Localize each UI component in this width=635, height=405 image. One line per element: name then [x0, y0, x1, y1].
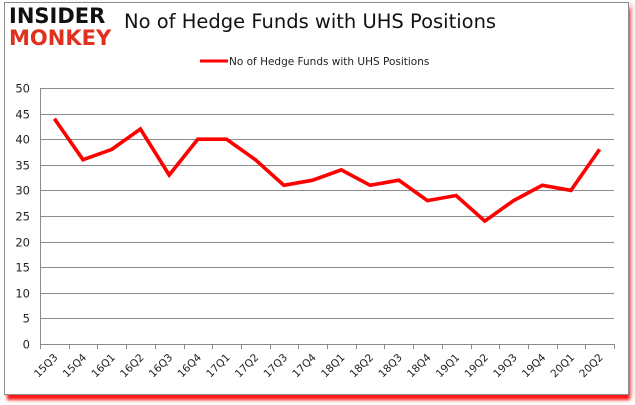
x-tick-label: 16Q3	[147, 352, 176, 381]
x-tick-label: 15Q3	[32, 352, 61, 381]
y-tick-label: 30	[15, 184, 30, 198]
x-tick-label: 16Q2	[118, 352, 147, 381]
y-tick-label: 10	[15, 287, 30, 301]
chart-frame	[4, 2, 629, 395]
x-tick-label: 15Q4	[61, 351, 90, 380]
x-tick-label: 18Q3	[376, 352, 405, 381]
logo-line-2: MONKEY	[9, 26, 112, 50]
logo-line-1: INSIDER	[9, 4, 106, 28]
insider-monkey-logo: INSIDER MONKEY	[9, 6, 117, 52]
x-tick-label: 18Q1	[319, 352, 348, 381]
x-tick-label: 17Q3	[262, 352, 291, 381]
x-tick-label: 20Q2	[577, 352, 606, 381]
y-tick-label: 45	[15, 108, 30, 122]
y-tick-label: 0	[23, 338, 30, 352]
x-tick-label: 18Q4	[405, 351, 434, 380]
legend-label: No of Hedge Funds with UHS Positions	[229, 56, 429, 68]
x-tick-label: 19Q2	[462, 352, 491, 381]
legend: No of Hedge Funds with UHS Positions	[200, 56, 429, 68]
x-tick-label: 16Q1	[89, 352, 118, 381]
x-tick-label: 19Q3	[491, 352, 520, 381]
gridlines	[40, 88, 614, 319]
x-axis: 15Q3 15Q4 16Q1 16Q2 16Q3 16Q4 17Q1 17Q2 17Q3 17Q4…	[32, 88, 615, 380]
x-tick-label: 19Q4	[520, 351, 549, 380]
y-axis-ticks: 0 5 10 15 20 25 30 35 40 45 50	[15, 82, 30, 352]
x-tick-label: 20Q1	[549, 352, 578, 381]
x-tick-label: 19Q1	[434, 352, 463, 381]
y-tick-label: 35	[15, 159, 30, 173]
series-line	[52, 117, 602, 224]
x-tick-label: 17Q4	[290, 351, 319, 380]
y-tick-label: 40	[15, 133, 30, 147]
x-tick-label: 17Q2	[233, 352, 262, 381]
x-tick-label: 18Q2	[348, 352, 377, 381]
y-tick-label: 5	[23, 312, 30, 326]
y-tick-label: 25	[15, 210, 30, 224]
y-tick-label: 20	[15, 236, 30, 250]
y-tick-label: 50	[15, 82, 30, 96]
chart-title: No of Hedge Funds with UHS Positions	[124, 10, 497, 33]
y-tick-label: 15	[15, 261, 30, 275]
x-tick-label: 17Q1	[204, 352, 233, 381]
x-tick-label: 16Q4	[175, 351, 204, 380]
